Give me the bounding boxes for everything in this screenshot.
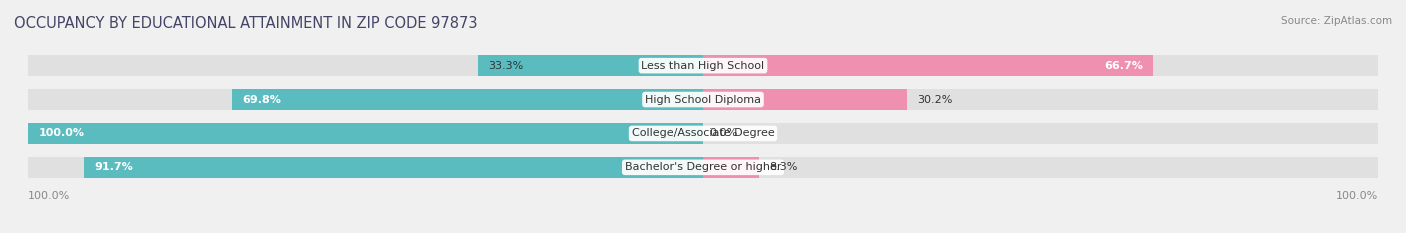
Text: College/Associate Degree: College/Associate Degree xyxy=(631,128,775,138)
Text: Less than High School: Less than High School xyxy=(641,61,765,71)
Bar xyxy=(28,123,703,144)
Bar xyxy=(28,89,1378,110)
Text: 100.0%: 100.0% xyxy=(1336,191,1378,201)
Text: 33.3%: 33.3% xyxy=(488,61,523,71)
Text: Bachelor's Degree or higher: Bachelor's Degree or higher xyxy=(624,162,782,172)
Text: 0.0%: 0.0% xyxy=(710,128,738,138)
Text: 100.0%: 100.0% xyxy=(38,128,84,138)
Bar xyxy=(703,89,907,110)
Bar xyxy=(703,157,759,178)
Text: 100.0%: 100.0% xyxy=(28,191,70,201)
Bar xyxy=(28,123,1378,144)
Text: 8.3%: 8.3% xyxy=(769,162,797,172)
Bar xyxy=(703,55,1153,76)
Text: High School Diploma: High School Diploma xyxy=(645,95,761,105)
Text: 91.7%: 91.7% xyxy=(94,162,134,172)
Bar xyxy=(232,89,703,110)
Text: 30.2%: 30.2% xyxy=(917,95,952,105)
Bar xyxy=(478,55,703,76)
Bar xyxy=(28,157,1378,178)
Bar xyxy=(84,157,703,178)
Bar xyxy=(28,55,1378,76)
Text: OCCUPANCY BY EDUCATIONAL ATTAINMENT IN ZIP CODE 97873: OCCUPANCY BY EDUCATIONAL ATTAINMENT IN Z… xyxy=(14,16,478,31)
Text: 69.8%: 69.8% xyxy=(242,95,281,105)
Text: Source: ZipAtlas.com: Source: ZipAtlas.com xyxy=(1281,16,1392,26)
Text: 66.7%: 66.7% xyxy=(1104,61,1143,71)
